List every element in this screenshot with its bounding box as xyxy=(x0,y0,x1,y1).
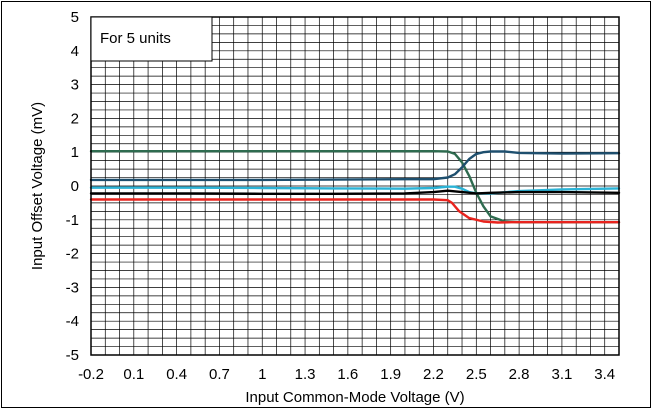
x-tick-label: 0.1 xyxy=(123,366,144,383)
x-tick-label: 2.2 xyxy=(423,366,444,383)
y-tick-label: 1 xyxy=(71,144,79,161)
x-tick-label: 3.4 xyxy=(594,366,615,383)
x-tick-labels: -0.2 0.1 0.4 0.7 1 1.3 1.6 1.9 2.2 2.5 2.8 3.1 3.4 xyxy=(78,366,615,383)
y-tick-label: -3 xyxy=(66,279,79,296)
annotation-box: For 5 units xyxy=(90,16,213,62)
series-line-2 xyxy=(89,150,621,182)
y-tick-label: 3 xyxy=(71,77,79,94)
annotation-text: For 5 units xyxy=(100,30,171,47)
series-line-5 xyxy=(89,198,621,224)
y-tick-label: 5 xyxy=(71,9,79,26)
grid xyxy=(91,17,619,355)
y-tick-labels: 5 4 3 2 1 0 -1 -2 -3 -4 -5 xyxy=(66,9,79,364)
x-tick-label: 2.8 xyxy=(509,366,530,383)
y-tick-label: -1 xyxy=(66,212,79,229)
x-tick-label: -0.2 xyxy=(78,366,104,383)
y-tick-label: 0 xyxy=(71,178,79,195)
y-tick-label: 4 xyxy=(71,43,79,60)
x-axis-label: Input Common-Mode Voltage (V) xyxy=(245,389,464,406)
y-tick-label: 2 xyxy=(71,110,79,127)
y-axis-label: Input Offset Voltage (mV) xyxy=(29,102,46,270)
x-tick-label: 0.4 xyxy=(166,366,187,383)
x-tick-label: 1.3 xyxy=(295,366,316,383)
y-tick-label: -5 xyxy=(66,347,79,364)
x-tick-label: 2.5 xyxy=(466,366,487,383)
series-line-4 xyxy=(89,189,621,196)
series-group xyxy=(89,149,621,224)
x-tick-label: 0.7 xyxy=(209,366,230,383)
x-tick-label: 1.6 xyxy=(337,366,358,383)
plot-border xyxy=(90,16,620,356)
y-tick-label: -4 xyxy=(66,313,79,330)
x-tick-label: 3.1 xyxy=(551,366,572,383)
y-tick-label: -2 xyxy=(66,246,79,263)
x-tick-label: 1 xyxy=(258,366,266,383)
x-tick-label: 1.9 xyxy=(380,366,401,383)
